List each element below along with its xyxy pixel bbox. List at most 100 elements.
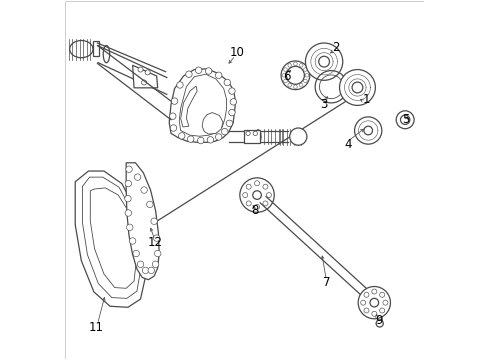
Circle shape	[142, 80, 146, 85]
Polygon shape	[202, 113, 223, 134]
Circle shape	[263, 201, 267, 206]
Polygon shape	[132, 65, 158, 88]
Circle shape	[281, 61, 309, 90]
Text: 12: 12	[148, 236, 163, 249]
Circle shape	[215, 72, 222, 78]
Text: 9: 9	[374, 314, 382, 327]
Circle shape	[299, 84, 303, 87]
Circle shape	[299, 64, 303, 67]
Circle shape	[318, 56, 329, 67]
Circle shape	[230, 99, 236, 105]
Polygon shape	[180, 86, 197, 127]
Circle shape	[369, 298, 378, 307]
Circle shape	[287, 64, 291, 67]
Circle shape	[125, 180, 131, 187]
Text: 6: 6	[283, 69, 290, 82]
Circle shape	[283, 79, 286, 83]
Circle shape	[354, 117, 381, 144]
Text: 11: 11	[89, 321, 103, 334]
Circle shape	[283, 68, 286, 71]
Circle shape	[363, 308, 368, 313]
Circle shape	[303, 79, 306, 83]
Circle shape	[133, 250, 139, 257]
Circle shape	[152, 261, 159, 267]
Circle shape	[187, 136, 194, 142]
Circle shape	[137, 261, 143, 267]
Text: 5: 5	[401, 113, 409, 126]
Circle shape	[221, 129, 227, 135]
Circle shape	[170, 125, 176, 131]
Circle shape	[379, 292, 384, 297]
Text: 3: 3	[319, 98, 326, 111]
Circle shape	[146, 201, 153, 208]
Circle shape	[287, 84, 291, 87]
Circle shape	[305, 73, 308, 77]
Circle shape	[371, 289, 376, 294]
Circle shape	[154, 250, 161, 257]
Circle shape	[197, 137, 203, 144]
Circle shape	[228, 88, 235, 94]
Circle shape	[141, 187, 147, 193]
Ellipse shape	[103, 45, 109, 63]
Circle shape	[282, 73, 285, 77]
Circle shape	[142, 267, 148, 274]
Circle shape	[395, 111, 413, 129]
Circle shape	[242, 193, 247, 198]
Circle shape	[226, 120, 232, 127]
Polygon shape	[93, 41, 99, 56]
Polygon shape	[90, 188, 136, 288]
Circle shape	[207, 136, 213, 143]
Circle shape	[400, 115, 409, 125]
Circle shape	[357, 287, 389, 319]
Text: 7: 7	[323, 276, 330, 289]
Circle shape	[303, 68, 306, 71]
Ellipse shape	[255, 130, 261, 143]
Circle shape	[363, 126, 372, 135]
Circle shape	[254, 204, 259, 210]
Ellipse shape	[69, 41, 93, 58]
Circle shape	[293, 62, 297, 66]
Circle shape	[224, 79, 230, 86]
Circle shape	[245, 131, 250, 135]
Circle shape	[195, 67, 202, 73]
Circle shape	[245, 184, 251, 189]
Polygon shape	[244, 130, 260, 143]
Circle shape	[360, 300, 365, 305]
Circle shape	[286, 66, 304, 84]
Circle shape	[145, 70, 150, 75]
Circle shape	[254, 181, 259, 186]
Circle shape	[253, 131, 257, 135]
Polygon shape	[75, 171, 145, 307]
Circle shape	[185, 71, 192, 77]
Circle shape	[151, 218, 157, 225]
Circle shape	[382, 300, 387, 305]
Circle shape	[379, 308, 384, 313]
Polygon shape	[126, 163, 159, 280]
Polygon shape	[169, 69, 235, 142]
Text: 10: 10	[229, 46, 244, 59]
Circle shape	[129, 238, 136, 244]
Circle shape	[153, 235, 160, 241]
Circle shape	[351, 82, 362, 93]
Text: 4: 4	[344, 138, 351, 150]
Circle shape	[266, 193, 271, 198]
Circle shape	[339, 69, 375, 105]
Circle shape	[252, 191, 261, 199]
Circle shape	[125, 210, 131, 216]
Circle shape	[176, 82, 183, 88]
Circle shape	[289, 128, 306, 145]
Circle shape	[125, 166, 132, 172]
Text: 8: 8	[250, 204, 258, 217]
Circle shape	[371, 311, 376, 316]
Circle shape	[363, 292, 368, 297]
Circle shape	[263, 184, 267, 189]
Circle shape	[126, 224, 133, 230]
Polygon shape	[82, 177, 140, 298]
Circle shape	[171, 98, 178, 104]
Text: 2: 2	[331, 41, 339, 54]
Circle shape	[169, 113, 176, 120]
Circle shape	[178, 133, 184, 139]
Circle shape	[239, 178, 274, 212]
Circle shape	[293, 85, 297, 89]
Circle shape	[375, 320, 383, 327]
